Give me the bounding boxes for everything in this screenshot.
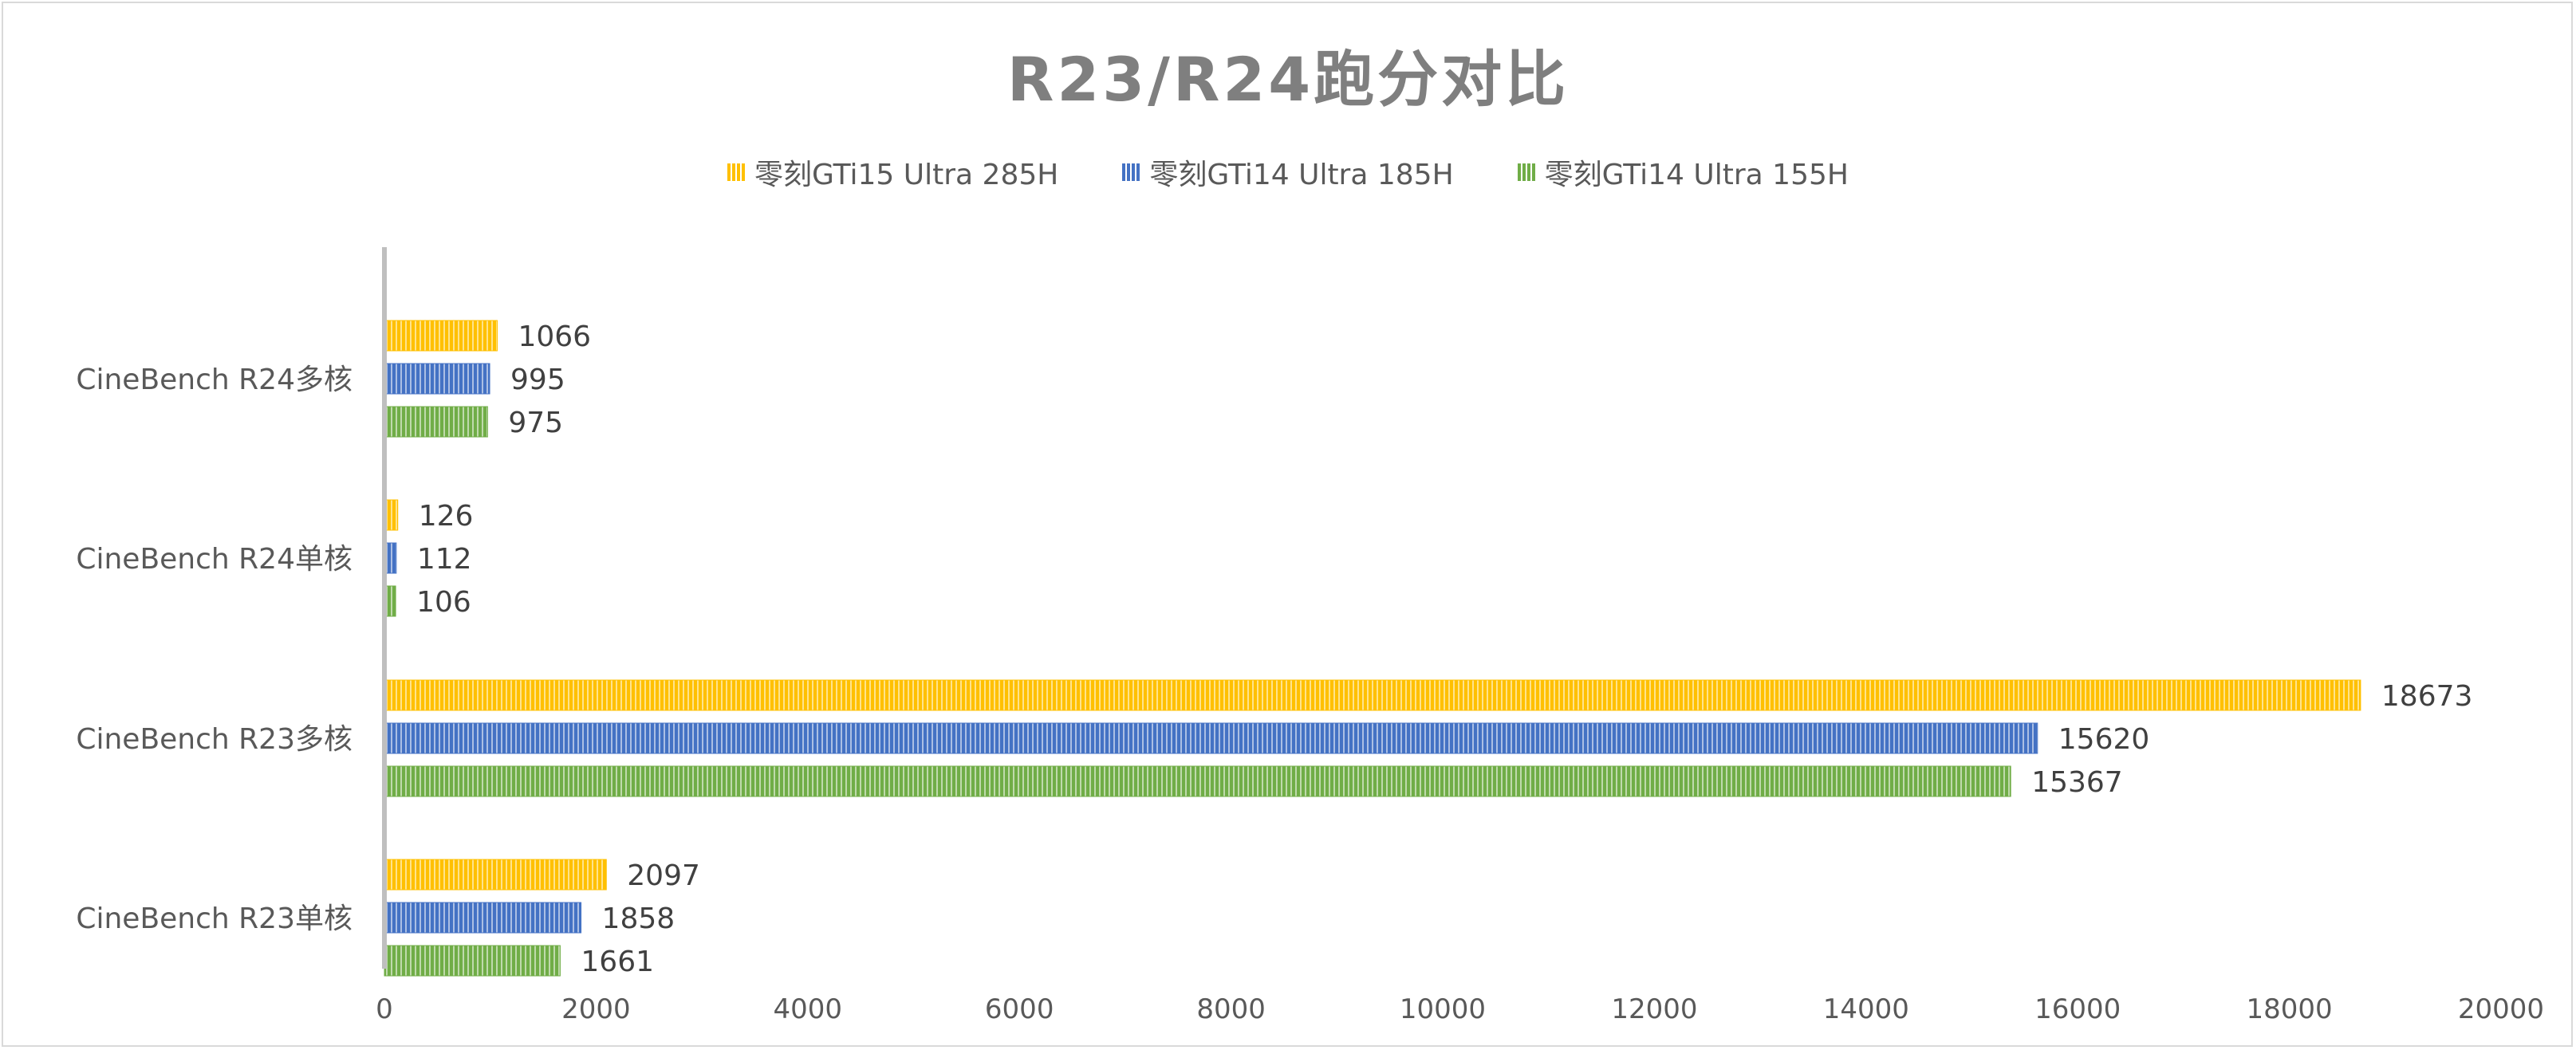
x-tick-label-10: 20000 [2458, 993, 2544, 1025]
bar-3-1 [384, 902, 582, 934]
data-label-2-2: 15367 [2031, 766, 2123, 799]
x-tick-label-5: 10000 [1400, 993, 1486, 1025]
x-tick-label-1: 2000 [561, 993, 631, 1025]
legend-label-1: 零刻GTi14 Ultra 185H [1149, 159, 1454, 191]
data-label-0-1: 995 [510, 364, 565, 396]
legend-swatch-2 [1517, 163, 1535, 181]
bar-3-2 [384, 945, 561, 977]
bar-0-1 [384, 363, 490, 395]
x-tick-label-8: 16000 [2034, 993, 2121, 1025]
legend-swatch-0 [727, 163, 746, 181]
data-label-1-2: 106 [416, 586, 471, 619]
legend-swatch-1 [1122, 163, 1140, 181]
x-tick-label-9: 18000 [2247, 993, 2333, 1025]
x-tick-label-3: 6000 [985, 993, 1054, 1025]
x-tick-label-0: 0 [376, 993, 393, 1025]
bar-0-0 [384, 320, 498, 352]
data-label-2-1: 15620 [2058, 723, 2150, 756]
data-label-0-2: 975 [508, 407, 563, 439]
bar-2-0 [384, 679, 2361, 711]
data-label-1-0: 126 [419, 500, 474, 533]
legend-label-0: 零刻GTi15 Ultra 285H [754, 159, 1059, 191]
category-label-0: CineBench R24多核 [76, 364, 353, 396]
legend: 零刻GTi15 Ultra 285H 零刻GTi14 Ultra 185H 零刻… [0, 151, 2576, 193]
chart-title: R23/R24跑分对比 [1006, 44, 1570, 115]
x-tick-label-6: 12000 [1611, 993, 1697, 1025]
bar-2-1 [384, 722, 2038, 754]
legend-item-0: 零刻GTi15 Ultra 285H [727, 151, 1058, 193]
data-label-3-0: 2097 [627, 859, 700, 892]
x-tick-label-2: 4000 [774, 993, 843, 1025]
category-label-1: CineBench R24单核 [76, 543, 353, 576]
x-tick-label-7: 14000 [1823, 993, 1909, 1025]
data-label-3-1: 1858 [602, 903, 676, 935]
data-label-1-1: 112 [417, 543, 472, 576]
category-label-3: CineBench R23单核 [76, 903, 353, 935]
category-label-2: CineBench R23多核 [76, 723, 353, 756]
bar-2-2 [384, 765, 2011, 797]
data-label-0-0: 1066 [518, 321, 591, 353]
legend-item-1: 零刻GTi14 Ultra 185H [1122, 151, 1454, 193]
data-label-3-2: 1661 [581, 946, 654, 978]
bar-3-0 [384, 859, 607, 891]
legend-item-2: 零刻GTi14 Ultra 155H [1517, 151, 1849, 193]
bar-0-2 [384, 406, 488, 438]
data-label-2-0: 18673 [2381, 680, 2473, 713]
legend-label-2: 零刻GTi14 Ultra 155H [1544, 159, 1849, 191]
x-tick-label-4: 8000 [1196, 993, 1266, 1025]
